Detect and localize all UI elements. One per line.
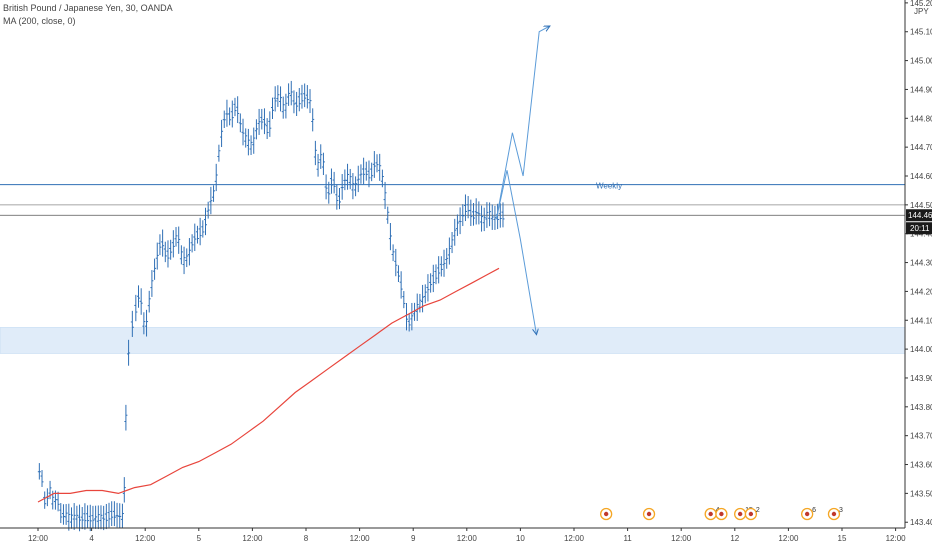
ma200-line xyxy=(37,267,500,503)
time-tick-label: 12:00 xyxy=(28,534,49,543)
price-tick-label: 143.900 xyxy=(910,374,932,383)
time-tick-label: 12:00 xyxy=(564,534,585,543)
price-tick-label: 145.200 xyxy=(910,0,932,8)
price-tick-label: 144.300 xyxy=(910,259,932,268)
countdown-tag xyxy=(906,222,932,235)
countdown-value: 20:11 xyxy=(910,224,930,233)
event-marker-dot xyxy=(708,511,713,517)
current-price-value: 144.464 xyxy=(908,211,932,220)
event-marker-label: 2 xyxy=(756,507,760,514)
price-tick-label: 143.400 xyxy=(910,518,932,527)
price-tick-label: 143.700 xyxy=(910,432,932,441)
price-tick-label: 144.100 xyxy=(910,316,932,325)
time-tick-label: 12:00 xyxy=(778,534,799,543)
time-tick-label: 15 xyxy=(838,534,847,543)
currency-label: JPY xyxy=(914,7,929,16)
time-tick-label: 12:00 xyxy=(886,534,907,543)
time-tick-label: 11 xyxy=(623,534,632,543)
event-marker-dot xyxy=(804,511,810,517)
price-tick-label: 144.000 xyxy=(910,345,932,354)
horizontal-line-label: Weekly xyxy=(596,182,622,191)
projection-path xyxy=(495,170,536,335)
price-tick-label: 145.000 xyxy=(910,57,932,66)
price-tick-label: 144.800 xyxy=(910,114,932,123)
event-marker-dot xyxy=(748,511,754,517)
legend: British Pound / Japanese Yen, 30, OANDA … xyxy=(3,2,173,28)
chart-title: British Pound / Japanese Yen, 30, OANDA xyxy=(3,3,173,13)
time-tick-label: 12:00 xyxy=(350,534,371,543)
price-tick-label: 144.200 xyxy=(910,287,932,296)
time-tick-label: 12 xyxy=(730,534,739,543)
current-price-tag xyxy=(906,209,932,222)
price-series xyxy=(37,80,505,532)
time-tick-label: 12:00 xyxy=(457,534,478,543)
support-zone xyxy=(0,327,906,354)
event-marker-dot xyxy=(719,511,724,517)
event-marker-label: 3 xyxy=(839,507,843,514)
indicator-label: MA (200, close, 0) xyxy=(3,16,76,26)
price-tick-label: 144.600 xyxy=(910,172,932,181)
price-tick-label: 143.600 xyxy=(910,461,932,470)
event-marker-dot xyxy=(646,511,652,517)
event-marker-dot xyxy=(737,511,743,517)
time-tick-label: 12:00 xyxy=(242,534,263,543)
time-tick-label: 12:00 xyxy=(671,534,692,543)
projection-path xyxy=(495,26,550,220)
price-tick-label: 144.900 xyxy=(910,85,932,94)
price-tick-label: 143.800 xyxy=(910,403,932,412)
price-tick-label: 145.100 xyxy=(910,28,932,37)
price-tick-label: 144.500 xyxy=(910,201,932,210)
time-tick-label: 5 xyxy=(197,534,202,543)
price-tick-label: 144.700 xyxy=(910,143,932,152)
time-tick-label: 9 xyxy=(411,534,416,543)
event-marker-dot xyxy=(831,511,837,517)
time-tick-label: 12:00 xyxy=(135,534,156,543)
event-marker-dot xyxy=(603,511,609,517)
price-tick-label: 143.500 xyxy=(910,489,932,498)
time-tick-label: 4 xyxy=(89,534,94,543)
time-tick-label: 8 xyxy=(304,534,309,543)
time-tick-label: 10 xyxy=(516,534,525,543)
event-marker-label: 6 xyxy=(812,507,816,514)
